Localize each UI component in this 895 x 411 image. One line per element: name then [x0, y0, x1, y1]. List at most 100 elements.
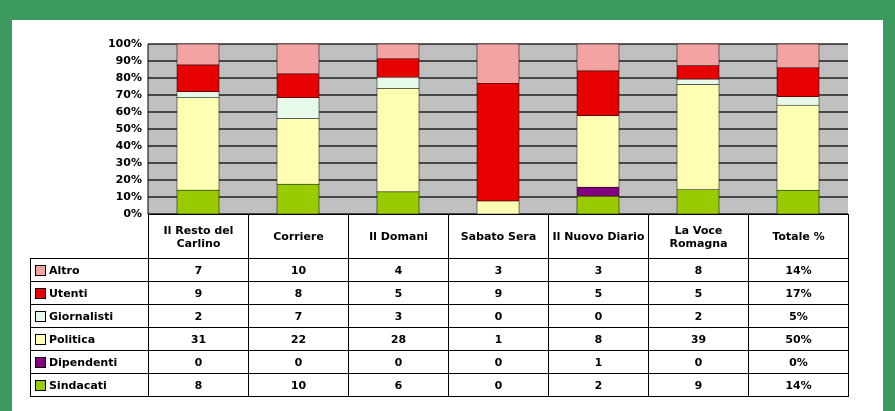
legend-swatch: [35, 310, 46, 322]
table-value: 0: [448, 373, 549, 397]
bar-segment: [676, 84, 720, 190]
bar-segment: [776, 104, 820, 191]
bar-segment: [376, 191, 420, 215]
table-value: 0: [348, 350, 449, 374]
table-value: 5: [348, 281, 449, 305]
table-value: 2: [148, 304, 249, 328]
y-tick-label: 50%: [116, 122, 142, 135]
column-header: Corriere: [248, 214, 349, 259]
bar-segment: [276, 183, 320, 215]
legend-swatch: [35, 356, 46, 368]
bar-segment: [276, 43, 320, 75]
legend-entry: Sindacati: [30, 373, 149, 397]
table-value: 2: [548, 373, 649, 397]
bar-segment: [476, 200, 520, 215]
table-value: 0: [248, 350, 349, 374]
table-value: 9: [648, 373, 749, 397]
bar-segment: [276, 97, 320, 119]
legend-label: Altro: [49, 263, 80, 277]
legend-entry: Altro: [30, 258, 149, 282]
column-header: Il Nuovo Diario: [548, 214, 649, 259]
y-tick-label: 90%: [116, 54, 142, 67]
y-tick-label: 30%: [116, 156, 142, 169]
table-value: 8: [248, 281, 349, 305]
legend-label: Giornalisti: [49, 309, 114, 323]
y-tick-label: 100%: [108, 37, 142, 50]
table-value: 8: [648, 258, 749, 282]
bar-segment: [576, 115, 620, 188]
bar-segment: [676, 65, 720, 80]
bar-segment: [576, 186, 620, 197]
table-value: 0: [148, 350, 249, 374]
bar-segment: [176, 43, 220, 66]
table-value: 3: [348, 304, 449, 328]
table-value: 0%: [748, 350, 849, 374]
table-value: 2: [648, 304, 749, 328]
legend-swatch: [35, 264, 46, 276]
bar-segment: [176, 189, 220, 215]
table-value: 9: [448, 281, 549, 305]
bar-segment: [776, 67, 820, 97]
bar-segment: [676, 78, 720, 85]
table-value: 1: [448, 327, 549, 351]
table-value: 8: [148, 373, 249, 397]
legend-swatch: [35, 333, 46, 345]
table-value: 17%: [748, 281, 849, 305]
legend-entry: Utenti: [30, 281, 149, 305]
column-header: Totale %: [748, 214, 849, 259]
table-value: 5: [548, 281, 649, 305]
legend-entry: Dipendenti: [30, 350, 149, 374]
legend-label: Utenti: [49, 286, 88, 300]
table-value: 7: [248, 304, 349, 328]
bar-segment: [376, 58, 420, 78]
table-value: 14%: [748, 373, 849, 397]
y-tick-label: 20%: [116, 173, 142, 186]
table-value: 39: [648, 327, 749, 351]
column-header: Il Domani: [348, 214, 449, 259]
bar-segment: [776, 43, 820, 69]
table-value: 6: [348, 373, 449, 397]
table-value: 3: [448, 258, 549, 282]
table-value: 8: [548, 327, 649, 351]
bar-segment: [476, 43, 520, 84]
table-value: 5: [648, 281, 749, 305]
bar-segment: [376, 43, 420, 60]
bar-segment: [176, 97, 220, 191]
table-value: 10: [248, 258, 349, 282]
table-value: 1: [548, 350, 649, 374]
bar-segment: [376, 77, 420, 89]
table-value: 22: [248, 327, 349, 351]
y-tick-label: 40%: [116, 139, 142, 152]
bar-segment: [276, 73, 320, 98]
table-value: 28: [348, 327, 449, 351]
table-value: 0: [448, 350, 549, 374]
legend-label: Politica: [49, 332, 96, 346]
table-value: 5%: [748, 304, 849, 328]
legend-swatch: [35, 379, 46, 391]
y-tick-label: 60%: [116, 105, 142, 118]
bar-segment: [276, 118, 320, 185]
table-value: 0: [648, 350, 749, 374]
bar-segment: [176, 64, 220, 92]
table-value: 31: [148, 327, 249, 351]
bar-segment: [776, 96, 820, 106]
table-value: 0: [548, 304, 649, 328]
y-tick-label: 10%: [116, 190, 142, 203]
bar-segment: [676, 43, 720, 66]
table-value: 4: [348, 258, 449, 282]
y-tick-label: 0%: [123, 207, 142, 220]
bar-segment: [476, 82, 520, 202]
table-value: 7: [148, 258, 249, 282]
table-value: 50%: [748, 327, 849, 351]
legend-swatch: [35, 287, 46, 299]
table-value: 3: [548, 258, 649, 282]
y-tick-label: 80%: [116, 71, 142, 84]
column-header: Il Resto del Carlino: [148, 214, 249, 259]
bar-segment: [576, 43, 620, 72]
table-value: 10: [248, 373, 349, 397]
column-header: Sabato Sera: [448, 214, 549, 259]
y-tick-label: 70%: [116, 88, 142, 101]
bar-segment: [376, 88, 420, 193]
